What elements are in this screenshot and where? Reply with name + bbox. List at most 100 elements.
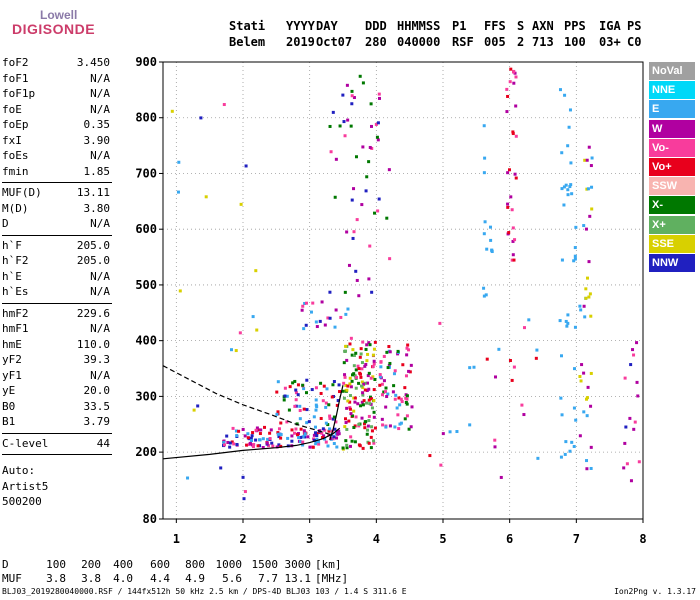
echo-point [468, 366, 472, 370]
echo-point [483, 156, 487, 160]
echo-point [369, 435, 373, 439]
echo-point [527, 318, 531, 322]
echo-point [312, 415, 316, 419]
echo-point [303, 435, 307, 439]
echo-point [357, 424, 361, 428]
echo-point [259, 428, 263, 432]
echo-point [372, 362, 376, 366]
echo-point [623, 441, 627, 445]
legend-item-vo: Vo- [649, 138, 695, 157]
echo-point [384, 425, 388, 429]
echo-point [385, 395, 389, 399]
echo-point [332, 435, 336, 439]
echo-point [326, 444, 330, 448]
echo-point [342, 381, 346, 385]
echo-point [560, 187, 564, 191]
echo-point [349, 385, 353, 389]
echo-point [534, 356, 538, 360]
echo-point [348, 406, 352, 410]
echo-point [589, 371, 593, 375]
echo-point [352, 187, 356, 191]
echo-point [315, 437, 319, 441]
plot-frame [162, 61, 644, 520]
echo-point [349, 124, 353, 128]
echo-point [574, 418, 578, 422]
axis-layer: 1 2 3 4 5 6 7 8 80 200 300 400 500 600 700 800 900 [135, 55, 646, 546]
echo-point [258, 432, 262, 436]
echo-point [225, 434, 229, 438]
echo-point [255, 328, 259, 332]
echo-point [290, 434, 294, 438]
echo-point [378, 383, 382, 387]
echo-point [366, 374, 370, 378]
param-row: yF1 N/A [2, 369, 110, 385]
echo-point [341, 389, 345, 393]
echo-point [404, 400, 408, 404]
echo-point [320, 431, 324, 435]
param-row: h`Es N/A [2, 285, 110, 301]
echo-point [369, 376, 373, 380]
echo-point [586, 276, 590, 280]
legend-item-ssw: SSW [649, 177, 695, 196]
echo-point [296, 383, 300, 387]
echo-point [196, 404, 200, 408]
echo-point [568, 108, 572, 112]
echo-point [363, 364, 367, 368]
echo-point [328, 290, 332, 294]
echo-point [341, 446, 345, 450]
echo-point [290, 428, 294, 432]
echo-point [350, 439, 354, 443]
echo-point [351, 348, 355, 352]
trace-dashed [162, 365, 334, 436]
echo-point [361, 81, 365, 85]
echo-point [293, 431, 297, 435]
echo-point [579, 308, 583, 312]
echo-point [305, 378, 309, 382]
echo-point [365, 432, 369, 436]
echo-point [351, 414, 355, 418]
echo-point [564, 319, 568, 323]
echo-point [372, 410, 376, 414]
echo-point [309, 310, 313, 314]
echo-point [290, 439, 294, 443]
echo-point [578, 434, 582, 438]
echo-point [574, 225, 578, 229]
param-separator [2, 182, 112, 183]
param-value: N/A [90, 71, 110, 85]
y-tick-label: 700 [135, 166, 157, 180]
echo-point [370, 429, 374, 433]
echo-point [369, 124, 373, 128]
param-value: N/A [90, 368, 110, 382]
echo-point [276, 431, 280, 435]
param-row: yE 20.0 [2, 384, 110, 400]
param-name: foEs [2, 149, 29, 162]
y-tick-label: 80 [143, 512, 157, 526]
echo-point [301, 383, 305, 387]
echo-point [308, 445, 312, 449]
echo-point [344, 383, 348, 387]
echo-point [268, 436, 272, 440]
echo-point [405, 353, 409, 357]
echo-point [587, 260, 591, 264]
echo-point [276, 380, 280, 384]
echo-point [371, 375, 375, 379]
param-separator [2, 234, 112, 236]
auto-line: 500200 [2, 495, 42, 508]
echo-point [357, 422, 361, 426]
echo-point [410, 405, 414, 409]
echo-point [587, 145, 591, 149]
echo-point [368, 402, 372, 406]
echo-point [589, 466, 593, 470]
echo-point [392, 372, 396, 376]
echo-point [586, 187, 590, 191]
echo-point [358, 74, 362, 78]
footer-muf-value: 5.6 [222, 572, 242, 585]
echo-point [372, 415, 376, 419]
echo-point [345, 446, 349, 450]
echo-point [305, 408, 309, 412]
echo-point [455, 430, 459, 434]
param-value: 110.0 [76, 337, 110, 351]
echo-point [321, 427, 325, 431]
header-value-yyyy: 2019 [286, 35, 315, 49]
echo-point [373, 340, 377, 344]
